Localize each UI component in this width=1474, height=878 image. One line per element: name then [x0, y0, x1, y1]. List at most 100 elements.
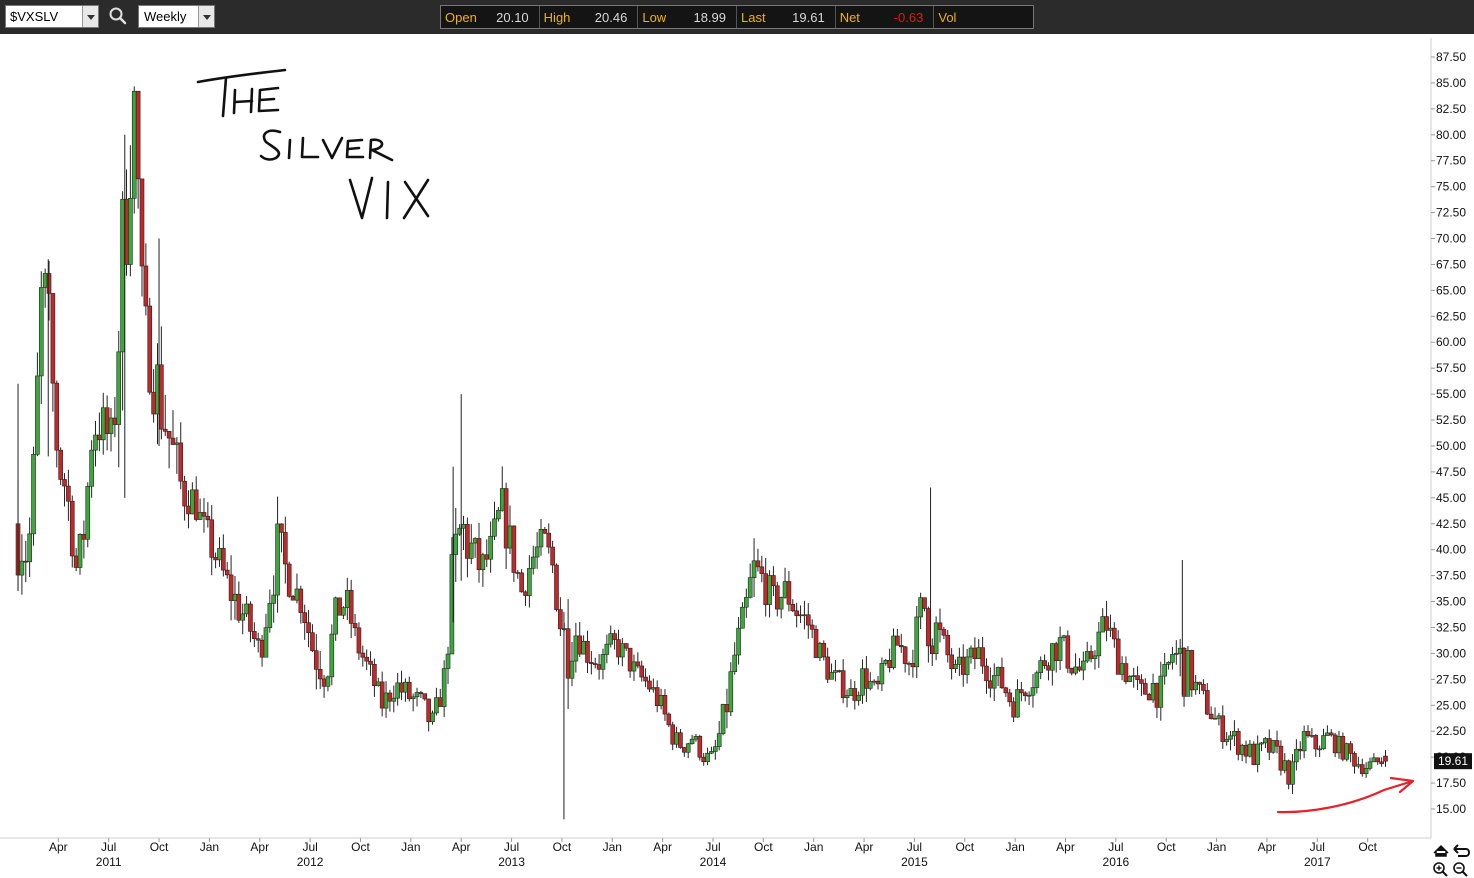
candlestick-chart-svg[interactable]: 15.0017.5020.0022.5025.0027.5030.0032.50…: [0, 34, 1474, 878]
candle-body-up: [480, 554, 486, 570]
candle: [751, 538, 757, 598]
x-month-label: Oct: [754, 840, 773, 854]
candle: [790, 599, 796, 613]
symbol-dropdown-chevron-down-icon[interactable]: [82, 6, 98, 27]
candle-body-down: [794, 610, 799, 616]
candle-body-up: [844, 695, 850, 698]
candle-body-up: [27, 533, 32, 563]
candle: [1197, 681, 1202, 695]
candle-body-up: [1073, 666, 1078, 674]
candle-body-down: [654, 687, 660, 707]
candle-body-up: [341, 607, 346, 616]
candle-body-up: [453, 533, 459, 555]
candle-body-down: [786, 581, 792, 605]
candle-body-down: [805, 614, 811, 626]
quote-last: Last 19.61: [737, 6, 836, 28]
candle-body-down: [143, 265, 149, 307]
candle: [519, 569, 524, 593]
candle-body-up: [391, 697, 397, 702]
candle-body-up: [991, 675, 997, 689]
candle-body-down: [1007, 692, 1013, 703]
search-icon[interactable]: [108, 6, 128, 26]
y-tick-label: 82.50: [1436, 102, 1466, 116]
candle-body-down: [639, 665, 645, 678]
candle: [224, 562, 230, 579]
symbol-input[interactable]: $VXSLV: [5, 5, 99, 28]
candle-body-down: [647, 680, 652, 690]
candle-body-down: [972, 647, 978, 659]
period-dropdown-chevron-down-icon[interactable]: [198, 6, 214, 27]
price-chart[interactable]: 15.0017.5020.0022.5025.0027.5030.0032.50…: [0, 34, 1474, 878]
candle: [93, 420, 98, 467]
candle-body-down: [1197, 681, 1202, 685]
candle-body-down: [379, 681, 385, 709]
candle-body-up: [1309, 735, 1315, 737]
candle-body-up: [263, 627, 269, 658]
candle-body-up: [116, 351, 122, 425]
candle: [720, 703, 726, 736]
x-month-label: Oct: [553, 840, 572, 854]
candle: [755, 548, 761, 572]
candle: [166, 431, 172, 469]
candle-body-up: [1119, 663, 1125, 675]
undo-icon[interactable]: [1453, 844, 1470, 857]
quote-high-value: 20.46: [594, 10, 628, 25]
candle: [1344, 742, 1350, 762]
candle-body-down: [162, 428, 168, 432]
candle: [50, 293, 56, 412]
period-text: Weekly: [144, 9, 187, 24]
candle: [406, 676, 412, 702]
candle-body-down: [1189, 650, 1195, 691]
candle-body-down: [1046, 665, 1051, 671]
zoom-out-icon[interactable]: [1453, 862, 1468, 877]
candle: [713, 739, 718, 760]
candle-body-down: [1352, 753, 1357, 767]
candle: [736, 617, 741, 665]
candle: [852, 680, 858, 710]
candle: [569, 641, 575, 687]
candle-body-down: [387, 692, 393, 702]
candle-body-down: [23, 560, 29, 563]
candle: [1019, 681, 1024, 702]
candle: [35, 352, 40, 457]
candle-body-down: [623, 643, 629, 649]
candle-body-down: [1088, 651, 1094, 659]
candle: [170, 410, 176, 446]
candle: [1235, 728, 1241, 761]
candle: [937, 608, 943, 643]
candle-body-up: [856, 694, 861, 701]
candle-body-up: [383, 692, 389, 709]
candle-body-down: [511, 525, 517, 573]
y-tick-label: 50.00: [1436, 439, 1466, 453]
candle-body-up: [778, 597, 784, 610]
candle: [530, 545, 536, 575]
candle-body-down: [616, 639, 621, 658]
candle-body-up: [674, 732, 679, 745]
candle-body-down: [759, 566, 765, 574]
period-select[interactable]: Weekly: [138, 5, 215, 28]
candle-body-down: [813, 628, 819, 658]
candle: [1146, 692, 1152, 701]
candle: [1185, 645, 1191, 697]
candle-body-down: [852, 688, 858, 701]
candle-body-down: [523, 591, 528, 596]
candle: [1174, 640, 1179, 665]
candle-body-up: [1363, 768, 1369, 774]
candle-body-up: [1034, 672, 1040, 688]
candle-body-up: [848, 688, 854, 696]
candle: [534, 532, 540, 569]
candle-body-down: [306, 622, 311, 633]
candle: [314, 634, 319, 690]
candle-body-down: [1112, 627, 1117, 640]
candle: [1301, 725, 1307, 759]
candle-body-down: [875, 680, 881, 685]
zoom-in-icon[interactable]: [1433, 862, 1448, 877]
candle: [468, 524, 474, 565]
candle: [488, 521, 493, 573]
quote-high: High 20.46: [540, 6, 639, 28]
y-tick-label: 47.50: [1436, 465, 1466, 479]
last-price-box: [1434, 753, 1472, 770]
candle: [85, 482, 91, 548]
home-icon[interactable]: [1433, 844, 1449, 857]
candle-body-down: [221, 548, 226, 571]
